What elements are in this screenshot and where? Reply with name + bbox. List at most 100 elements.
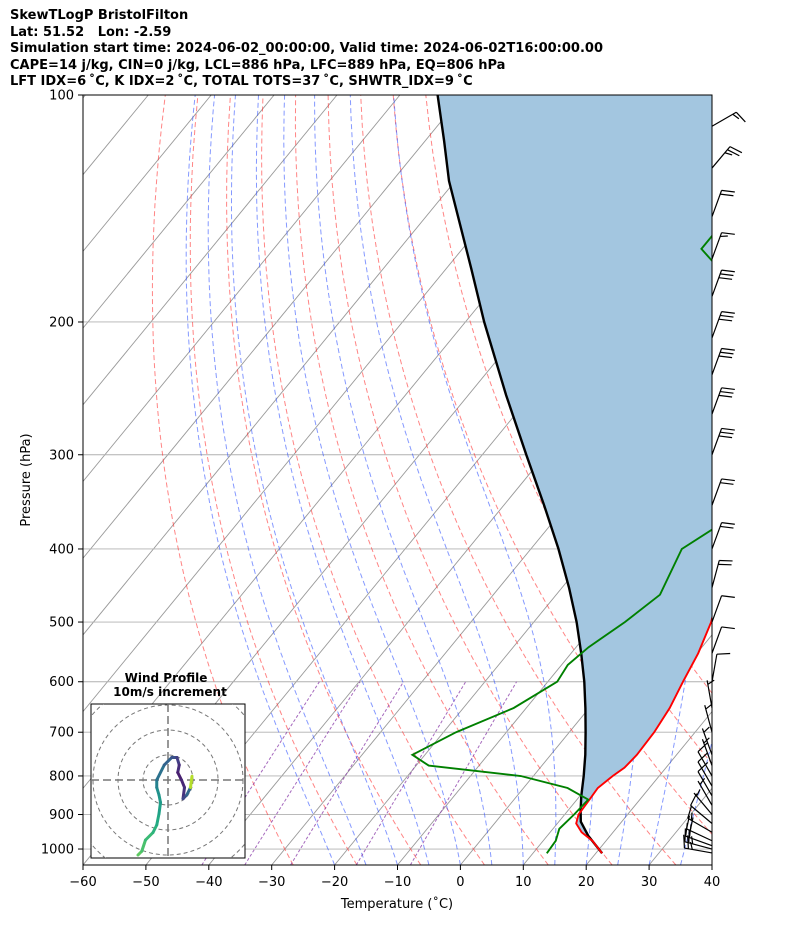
isotherm-line (83, 95, 86, 99)
wind-barb-feather (721, 387, 735, 391)
mixing-ratio-line (244, 681, 361, 865)
wind-barb-staff (711, 595, 723, 623)
wind-barb (701, 726, 713, 756)
wind-barb-feather (727, 149, 740, 157)
wind-barb (697, 762, 713, 797)
wind-barb-feather (718, 435, 733, 439)
wind-barb-staff (711, 387, 723, 415)
wind-barb-staff (704, 705, 713, 733)
wind-barb-feather (690, 812, 693, 821)
y-tick-label: 200 (49, 315, 74, 330)
chart-title: SkewTLogP BristolFilton (10, 8, 189, 23)
x-tick-label: −50 (132, 875, 159, 890)
wind-barb (711, 311, 735, 339)
wind-barb-feather (721, 427, 735, 431)
y-tick-label: 900 (49, 808, 74, 823)
hodograph-segment (189, 774, 194, 789)
wind-barb (711, 269, 735, 297)
wind-barb-staff (711, 111, 737, 127)
wind-barb-feather (735, 111, 746, 123)
wind-barb-staff (690, 805, 713, 824)
y-tick-label: 400 (49, 542, 74, 557)
wind-barb-feather (724, 152, 733, 156)
wind-barb-staff (687, 817, 713, 833)
wind-barb-staff (711, 654, 718, 682)
wind-barb-feather (720, 482, 734, 485)
wind-barb-staff (711, 626, 723, 654)
x-tick-label: 0 (456, 875, 464, 890)
wind-barb-feather (697, 752, 709, 763)
wind-barb (711, 232, 735, 260)
moist-adiabat-line (349, 95, 524, 865)
isotherm-line (775, 95, 794, 865)
x-tick-label: 20 (578, 875, 595, 890)
x-tick-label: −40 (195, 875, 222, 890)
chart-title-block: SkewTLogP BristolFilton Lat: 51.52 Lon: … (10, 8, 603, 91)
y-tick-label: 100 (49, 89, 74, 104)
mixing-ratio-line (290, 681, 404, 865)
dry-adiabat-line (327, 95, 613, 865)
hodograph-grid (91, 704, 245, 858)
wind-barb-feather (720, 351, 734, 355)
isotherm-line (711, 864, 712, 865)
y-tick-label: 500 (49, 616, 74, 631)
moist-adiabat-line (207, 95, 367, 865)
hodograph-segment (144, 831, 155, 842)
mixing-ratio-lines (201, 681, 518, 865)
dewpoint-line (410, 234, 712, 854)
isotherm-line (460, 557, 712, 865)
x-axis-label: Temperature (˚C) (340, 896, 453, 912)
dry-adiabat-line (784, 95, 794, 865)
wind-barb-feather (720, 525, 734, 529)
y-tick-label: 600 (49, 675, 74, 690)
dry-adiabat-line (189, 95, 358, 865)
wind-barb-staff (697, 761, 713, 787)
moist-adiabat-line (314, 95, 493, 865)
wind-barb-staff (697, 751, 713, 777)
moist-adiabat-line (255, 95, 430, 865)
dry-adiabat-line (226, 95, 422, 865)
wind-barb-staff (711, 232, 723, 260)
wind-barb-staff (711, 522, 723, 550)
wind-barb-feather (705, 703, 713, 710)
dry-adiabat-line (751, 95, 794, 865)
hodograph-subtitle: 10m/s increment (113, 685, 227, 699)
wind-barb (686, 815, 713, 842)
moist-adiabat-line (185, 95, 336, 865)
wind-barb-feather (687, 805, 693, 819)
wind-barb-feather (697, 762, 709, 772)
y-axis-ticks: 100 200 300 400 500 600 700 800 900 1000 (41, 89, 83, 858)
wind-barb-feather (721, 232, 735, 235)
dry-adiabat-line (360, 95, 677, 865)
x-tick-label: 40 (704, 875, 721, 890)
isotherm-line (83, 95, 527, 636)
wind-barb (711, 111, 746, 127)
moist-adiabat-line (283, 95, 461, 865)
y-axis-label: Pressure (hPa) (19, 433, 34, 526)
wind-barb-feather (720, 273, 734, 277)
wind-barb (711, 626, 735, 654)
wind-barb (706, 679, 715, 709)
wind-barb-feather (697, 742, 709, 753)
wind-barb-feather (721, 189, 735, 193)
wind-barb (711, 595, 735, 623)
wind-barb (697, 742, 713, 777)
mixing-ratio-line (355, 681, 467, 865)
wind-barbs (683, 111, 746, 854)
wind-barb-feather (721, 478, 735, 482)
wind-barb-feather (718, 355, 733, 359)
y-tick-label: 1000 (41, 843, 74, 858)
wind-barb-feather (721, 347, 735, 351)
wind-barb-feather (686, 815, 690, 830)
wind-barb-staff (684, 841, 713, 850)
isotherm-line (208, 250, 712, 865)
dry-adiabat-line (261, 95, 485, 865)
hodograph-inset: Wind Profile 10m/s increment (90, 671, 246, 859)
x-tick-label: −30 (258, 875, 285, 890)
wind-barb-feather (703, 726, 710, 733)
wind-barb-staff (693, 792, 713, 815)
wind-barb (683, 834, 713, 854)
profile-lines (410, 95, 712, 855)
dry-adiabat-line (151, 95, 294, 865)
wind-barb-staff (684, 847, 713, 854)
